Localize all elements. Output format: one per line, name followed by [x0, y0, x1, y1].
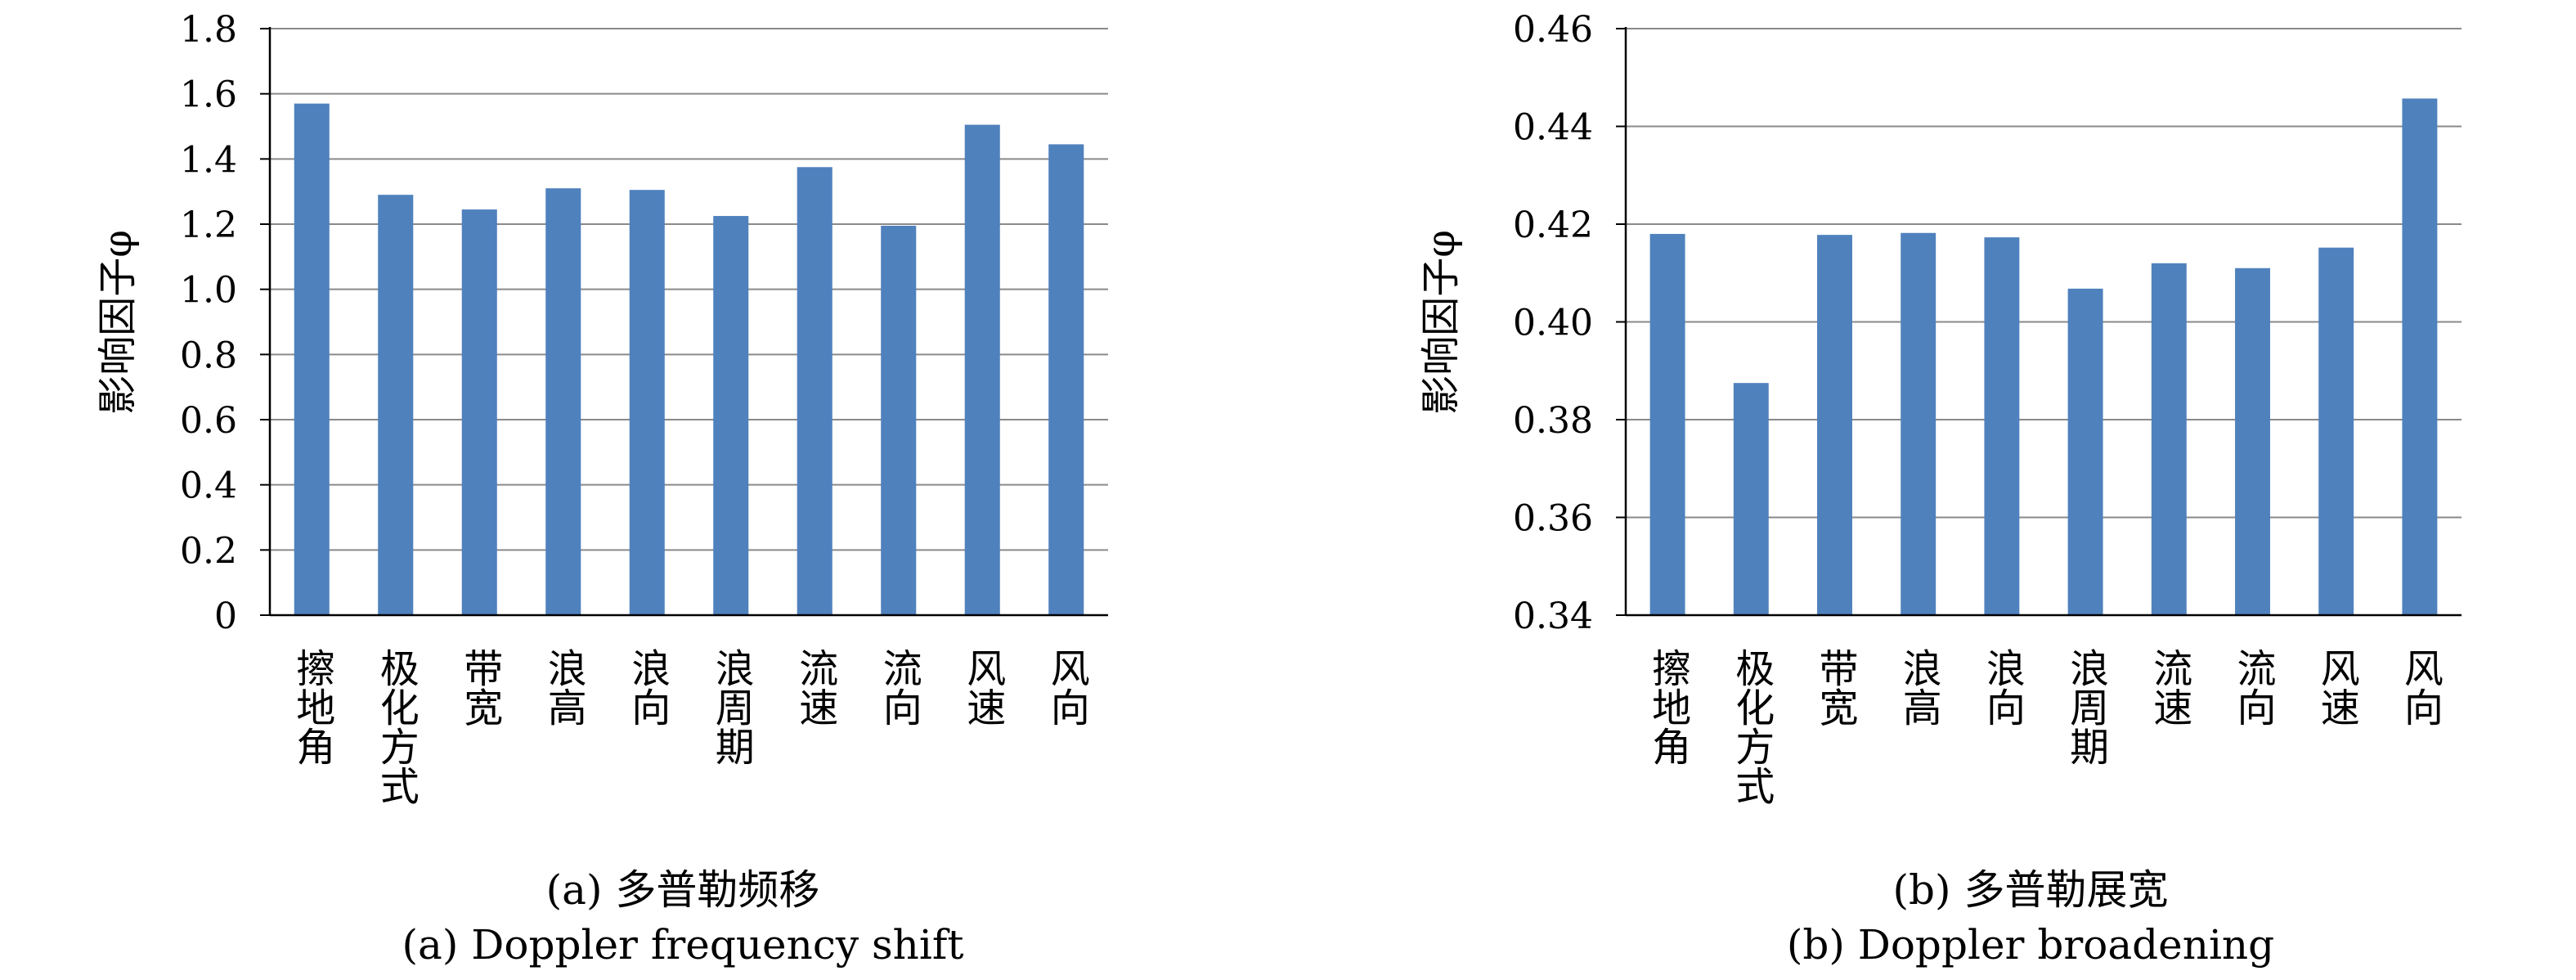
- bar-1: [1649, 233, 1685, 615]
- bar-9: [964, 124, 1000, 616]
- y-tick-label: 0.6: [180, 400, 237, 442]
- bar-5: [629, 190, 665, 616]
- y-tick-label: 0.44: [1513, 107, 1593, 149]
- bar-2: [1733, 383, 1769, 615]
- y-tick-label: 0.36: [1513, 498, 1593, 540]
- y-tick-label: 0.4: [180, 465, 237, 507]
- y-tick-label: 1.6: [180, 74, 237, 116]
- x-tick-label: 风向: [1043, 648, 1089, 726]
- bar-4: [545, 188, 581, 615]
- x-tick-label: 浪高: [1896, 648, 1941, 726]
- x-tick-label: 流速: [792, 648, 837, 726]
- x-tick-label: 擦地角: [289, 648, 334, 766]
- y-tick-label: 0: [214, 596, 237, 637]
- y-tick-label: 1.4: [180, 139, 237, 181]
- bar-10: [1048, 144, 1084, 616]
- x-tick-label: 浪周期: [2062, 648, 2108, 766]
- bar-3: [1817, 235, 1852, 615]
- bar-8: [881, 225, 917, 615]
- x-tick-label: 浪高: [541, 648, 586, 726]
- x-tick-label: 流向: [876, 648, 922, 726]
- y-tick-label: 1.8: [180, 9, 237, 51]
- bar-5: [1984, 237, 2020, 615]
- x-tick-label: 带宽: [1812, 648, 1858, 726]
- x-tick-label: 极化方式: [1728, 648, 1774, 805]
- x-tick-label: 风向: [2397, 648, 2443, 726]
- y-tick-label: 0.42: [1513, 205, 1593, 246]
- x-tick-label: 浪周期: [708, 648, 754, 766]
- y-tick-label: 0.2: [180, 530, 237, 572]
- x-tick-label: 流向: [2230, 648, 2276, 726]
- x-tick-label: 浪向: [1979, 648, 2025, 726]
- x-tick-label: 带宽: [456, 648, 502, 726]
- x-tick-label: 风速: [2313, 648, 2359, 726]
- y-tick-label: 1.0: [180, 270, 237, 312]
- bar-3: [461, 209, 497, 615]
- bar-10: [2402, 98, 2438, 615]
- bar-1: [294, 103, 330, 615]
- y-axis-label: 影响因子φ: [95, 230, 141, 415]
- caption-en: (a) Doppler frequency shift: [402, 921, 964, 969]
- y-tick-label: 0.38: [1513, 400, 1593, 442]
- bar-6: [713, 216, 749, 615]
- caption-cn: (b) 多普勒展宽: [1893, 866, 2169, 914]
- x-tick-label: 风速: [959, 648, 1005, 726]
- y-tick-label: 0.46: [1513, 9, 1593, 51]
- bar-9: [2318, 247, 2354, 615]
- bar-2: [378, 195, 414, 615]
- caption-cn: (a) 多普勒频移: [546, 866, 820, 914]
- bar-8: [2235, 267, 2270, 615]
- y-tick-label: 0.40: [1513, 303, 1593, 344]
- x-tick-label: 擦地角: [1645, 648, 1690, 766]
- y-tick-label: 1.2: [180, 205, 237, 246]
- bar-4: [1901, 232, 1936, 615]
- y-axis-label: 影响因子φ: [1418, 230, 1464, 415]
- y-tick-label: 0.8: [180, 335, 237, 376]
- chart-a: 00.20.40.60.81.01.21.41.61.8擦地角 极化方式 带宽 浪高浪…: [95, 9, 1108, 969]
- bar-7: [2151, 263, 2187, 615]
- chart-b: 0.340.360.380.400.420.440.46擦地角 极化方式 带宽 浪高浪…: [1418, 9, 2462, 969]
- x-tick-label: 极化方式: [373, 648, 419, 805]
- x-tick-label: 流速: [2146, 648, 2192, 726]
- x-tick-label: 浪向: [624, 648, 670, 726]
- y-tick-label: 0.34: [1513, 596, 1593, 637]
- bar-6: [2067, 288, 2103, 615]
- bar-7: [797, 167, 832, 615]
- caption-en: (b) Doppler broadening: [1787, 921, 2274, 969]
